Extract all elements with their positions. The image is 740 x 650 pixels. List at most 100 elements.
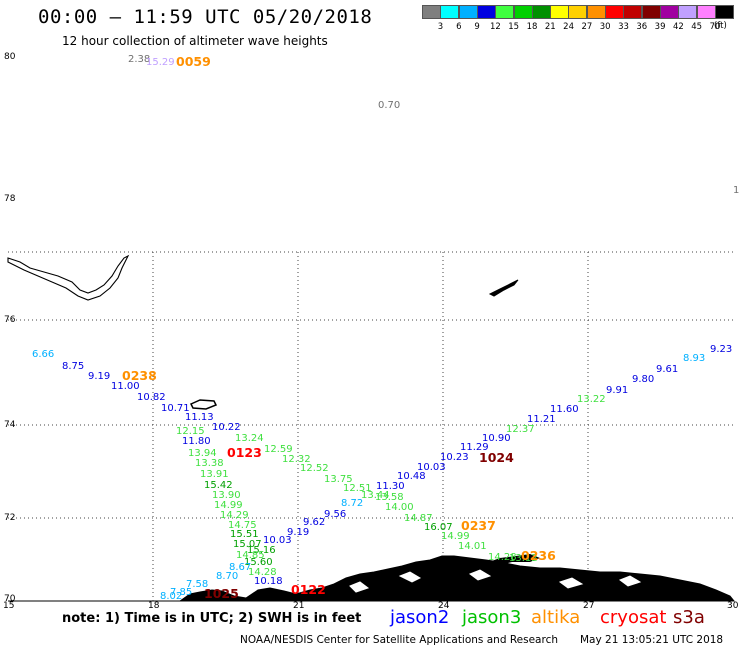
sat-label-s3a: s3a — [673, 607, 705, 628]
wave-height-label: 7.85 — [170, 587, 193, 598]
legend-label: 27 — [581, 22, 593, 32]
wave-height-label: 11.21 — [527, 414, 556, 425]
lat-label-72: 72 — [4, 513, 16, 523]
wave-height-label: 15.07 — [233, 539, 262, 550]
wave-height-label: 12.15 — [176, 426, 205, 437]
legend-label: 33 — [618, 22, 629, 32]
wave-height-label: 8.67 — [229, 562, 252, 573]
wave-height-label: 10.90 — [482, 433, 511, 444]
wave-height-label: 15.16 — [247, 545, 276, 556]
wave-height-label: 14.29 — [220, 510, 249, 521]
wave-height-label: 2.38 — [128, 54, 151, 65]
lat-label-80: 80 — [4, 52, 16, 62]
wave-height-label: 11.30 — [376, 481, 405, 492]
wave-height-label: 9.56 — [324, 509, 347, 520]
pass-time-label: 1024 — [479, 450, 514, 465]
wave-height-label: 12.37 — [506, 424, 535, 435]
wave-height-label: 10.48 — [397, 471, 426, 482]
wave-height-label: 11.13 — [185, 412, 214, 423]
wave-height-label: 13.58 — [375, 492, 404, 503]
legend-label: 18 — [526, 22, 538, 32]
wave-height-label: 14.85 — [236, 550, 265, 561]
pass-time-label: 0238 — [122, 368, 157, 383]
wave-height-label: 13.24 — [235, 433, 264, 444]
lat-label-70: 70 — [4, 594, 16, 604]
wave-height-label: 13.94 — [188, 448, 217, 459]
lon-label-21: 21 — [293, 601, 305, 611]
sat-label-jason2: jason2 — [390, 607, 450, 628]
wave-height-label: 9.91 — [606, 385, 629, 396]
wave-height-label: 14.99 — [441, 531, 470, 542]
legend-label: 3 — [437, 22, 444, 32]
wave-height-label: 8.93 — [683, 353, 706, 364]
wave-height-label: 6.66 — [32, 349, 55, 360]
legend-label: 9 — [474, 22, 480, 32]
wave-height-label: 13.22 — [577, 394, 606, 405]
legend-label: 70 — [709, 22, 721, 32]
wave-height-label: 14.28 — [488, 552, 517, 563]
pass-time-label: 1025 — [204, 586, 239, 601]
wave-height-label: 1 — [733, 185, 740, 196]
wave-height-label: 12.51 — [343, 483, 372, 494]
lon-label-30: 30 — [727, 601, 739, 611]
wave-height-label: 13.90 — [212, 490, 241, 501]
lon-label-24: 24 — [438, 601, 450, 611]
wave-height-label: 10.03 — [417, 462, 446, 473]
wave-height-label: 14.75 — [228, 520, 257, 531]
legend-label: 36 — [636, 22, 648, 32]
wave-height-label: 11.60 — [550, 404, 579, 415]
wave-height-label: 13.75 — [324, 474, 353, 485]
wave-height-label: 11.29 — [460, 442, 489, 453]
lat-label-76: 76 — [4, 315, 16, 325]
fjord-gaps — [349, 569, 642, 593]
lon-label-18: 18 — [148, 601, 160, 611]
wave-height-label: 9.19 — [287, 527, 310, 538]
sat-label-cryosat: cryosat — [600, 607, 667, 628]
wave-height-label: 9.61 — [656, 364, 679, 375]
wave-height-label: 9.19 — [88, 371, 111, 382]
page-title: 00:00 – 11:59 UTC 05/20/2018 — [38, 6, 373, 28]
legend-label: 21 — [544, 22, 556, 32]
wave-height-label: 15.51 — [230, 529, 259, 540]
sat-label-altika: altika — [531, 607, 581, 628]
wave-height-label: 9.62 — [303, 517, 326, 528]
wave-height-label: 13.44 — [361, 490, 390, 501]
footer-note: note: 1) Time is in UTC; 2) SWH is in fe… — [62, 611, 362, 626]
wave-height-label: 0.70 — [378, 100, 401, 111]
wave-height-label: 10.71 — [161, 403, 190, 414]
legend-label: 6 — [456, 22, 462, 32]
island-bjornoya — [189, 399, 218, 410]
wave-height-label: 14.01 — [458, 541, 487, 552]
sat-label-jason3: jason3 — [462, 607, 522, 628]
wave-height-label: 14.99 — [214, 500, 243, 511]
legend-label: 30 — [599, 22, 611, 32]
wave-height-label: 15.29 — [146, 57, 175, 68]
legend-label: 45 — [691, 22, 703, 32]
wave-height-label: 13.38 — [195, 458, 224, 469]
wave-height-label: 11.80 — [182, 436, 211, 447]
wave-height-label: 12.52 — [300, 463, 329, 474]
wave-height-label: 10.03 — [263, 535, 292, 546]
wave-height-label: 16.07 — [424, 522, 453, 533]
island-kvitoya — [488, 279, 519, 297]
wave-height-label: 13.12 — [509, 553, 538, 564]
coastline-svalbard — [7, 254, 130, 301]
wave-height-label: 13.91 — [200, 469, 229, 480]
pass-time-label: 0059 — [176, 54, 211, 69]
wave-height-label: 8.72 — [341, 498, 364, 509]
wave-height-label: 14.87 — [404, 513, 433, 524]
page-subtitle: 12 hour collection of altimeter wave hei… — [62, 34, 328, 48]
wave-height-label: 10.23 — [440, 452, 469, 463]
wave-height-label: 9.80 — [632, 374, 655, 385]
coastline-norway — [178, 555, 736, 602]
lon-label-27: 27 — [583, 601, 595, 611]
credit-line: NOAA/NESDIS Center for Satellite Applica… — [240, 634, 558, 646]
pass-time-label: 0237 — [461, 518, 496, 533]
wave-height-label: 9.23 — [710, 344, 733, 355]
wave-height-label: 15.60 — [244, 557, 273, 568]
legend-label: 24 — [563, 22, 574, 32]
wave-height-label: 11.00 — [111, 381, 140, 392]
wave-height-label: 10.18 — [254, 576, 283, 587]
legend-label: 12 — [489, 22, 501, 32]
